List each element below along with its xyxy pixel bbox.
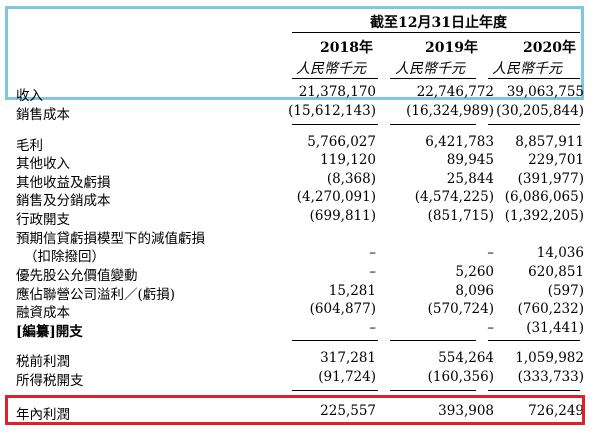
highlight-box-header: [5, 6, 584, 100]
year-2020-header: 2020年: [523, 40, 576, 56]
row-value: 620,851: [528, 264, 584, 280]
header-underline-2019: [390, 78, 476, 79]
row-value: (1,392,205): [504, 208, 584, 224]
header-underline-2020: [488, 78, 580, 79]
row-value: (597): [547, 283, 584, 299]
row-label: 毛利: [16, 138, 43, 154]
pretax-rule-2020: [488, 340, 580, 341]
subtotal-rule-2018: [292, 124, 378, 125]
row-value: 21,378,170: [298, 84, 376, 100]
row-label: 銷售及分銷成本: [16, 193, 111, 209]
row-value: 89,945: [446, 152, 494, 168]
row-label: 所得税開支: [16, 373, 84, 389]
row-value: 229,701: [528, 152, 584, 168]
row-value: (699,811): [309, 208, 376, 224]
row-value: (391,977): [517, 171, 584, 187]
row-value: 39,063,755: [506, 84, 584, 100]
row-value: 554,264: [438, 350, 494, 366]
pretax-rule-2019: [390, 340, 476, 341]
row-label: 優先股公允價值變動: [16, 268, 138, 284]
row-value: 5,260: [455, 264, 494, 280]
row-value: (851,715): [427, 208, 494, 224]
row-value: (760,232): [517, 301, 584, 317]
row-value: 726,249: [528, 403, 584, 419]
row-value: 8,096: [455, 283, 494, 299]
row-value: 6,421,783: [425, 134, 494, 150]
row-label: 融資成本: [16, 305, 70, 321]
row-value: (6,086,065): [504, 189, 584, 205]
highlight-box-net-profit: [5, 395, 585, 425]
row-value: 22,746,772: [416, 84, 494, 100]
unit-2018: 人民幣千元: [296, 61, 366, 77]
unit-2020: 人民幣千元: [492, 61, 562, 77]
header-underline-2018: [292, 78, 378, 79]
net-rule-2020: [488, 390, 580, 391]
year-2018-header: 2018年: [320, 40, 373, 56]
row-value: –: [369, 264, 376, 280]
row-value: (91,724): [318, 369, 376, 385]
row-label: 年內利潤: [16, 407, 70, 423]
row-value: 119,120: [320, 152, 376, 168]
row-value: (160,356): [427, 369, 494, 385]
row-value: 225,557: [320, 403, 376, 419]
row-value: (333,733): [517, 369, 584, 385]
row-value: (31,441): [526, 320, 584, 336]
row-value: –: [369, 245, 376, 261]
row-label: 銷售成本: [16, 107, 70, 123]
net-rule-2019: [390, 390, 476, 391]
row-label: [編纂]開支: [16, 324, 83, 340]
unit-2019: 人民幣千元: [395, 61, 465, 77]
row-label: 預期信貸虧損模型下的減值虧損: [16, 231, 205, 247]
row-value: –: [487, 320, 494, 336]
row-value: (604,877): [309, 301, 376, 317]
row-value: –: [487, 245, 494, 261]
row-value: 393,908: [438, 403, 494, 419]
net-rule-2018: [292, 390, 378, 391]
subtotal-rule-2020: [488, 124, 580, 125]
row-value: 317,281: [320, 350, 376, 366]
row-value: (4,574,225): [414, 189, 494, 205]
row-label: （扣除撥回）: [24, 249, 105, 265]
row-value: (15,612,143): [288, 103, 376, 119]
row-label: 應佔聯營公司溢利／(虧損): [16, 287, 176, 303]
row-value: –: [369, 320, 376, 336]
period-rule: [292, 32, 580, 33]
subtotal-rule-2019: [390, 124, 476, 125]
row-value: (16,324,989): [406, 103, 494, 119]
row-label: 其他收益及虧損: [16, 175, 111, 191]
row-label: 其他收入: [16, 156, 70, 172]
row-value: (8,368): [326, 171, 376, 187]
row-label: 收入: [16, 88, 43, 104]
period-header: 截至12月31日止年度: [370, 15, 507, 31]
row-label: 行政開支: [16, 212, 70, 228]
row-value: 8,857,911: [515, 134, 584, 150]
row-value: 5,766,027: [307, 134, 376, 150]
row-value: (570,724): [427, 301, 494, 317]
row-value: (4,270,091): [296, 189, 376, 205]
row-value: (30,205,844): [496, 103, 584, 119]
row-value: 14,036: [536, 245, 584, 261]
year-2019-header: 2019年: [425, 40, 478, 56]
row-value: 25,844: [446, 171, 494, 187]
row-value: 1,059,982: [515, 350, 584, 366]
row-value: 15,281: [328, 283, 376, 299]
pretax-rule-2018: [292, 340, 378, 341]
row-label: 税前利潤: [16, 354, 70, 370]
